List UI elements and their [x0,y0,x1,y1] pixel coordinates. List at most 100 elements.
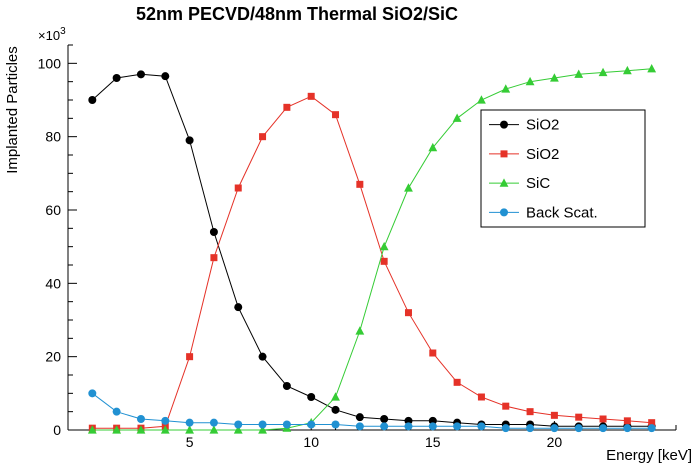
data-point-marker [574,424,583,433]
data-point-marker [452,113,462,122]
y-tick-label: 40 [45,275,61,291]
data-point-marker [87,425,97,434]
data-point-marker [501,84,511,93]
data-point-marker [428,142,438,152]
data-point-marker [379,241,389,251]
legend-entry: Back Scat. [489,204,598,221]
data-point-marker [185,136,194,145]
data-point-marker [136,425,146,434]
x-tick-label: 20 [547,434,563,450]
legend-label: SiC [526,175,550,192]
data-point-marker [599,415,607,423]
data-point-marker [258,420,267,429]
data-point-marker [500,208,508,217]
x-axis-label: Energy [keV] [606,447,692,464]
data-point-marker [380,415,389,423]
data-point-marker [598,67,608,77]
data-point-marker [185,425,194,434]
data-point-marker [136,70,145,79]
data-point-marker [501,424,510,433]
data-point-marker [429,349,437,357]
data-point-marker [404,183,413,192]
legend-label: SiO2 [526,117,559,134]
data-point-marker [380,257,388,265]
legend-entry: SiO2 [489,117,559,134]
data-point-marker [453,378,461,386]
y-axis-label: Implanted Particles [4,46,21,174]
data-point-marker [404,309,412,317]
data-point-marker [161,416,170,425]
data-point-marker [453,422,462,431]
data-point-marker [550,411,558,419]
data-point-marker [209,228,218,236]
data-point-marker [258,425,267,434]
data-point-marker [404,416,413,425]
data-point-marker [500,120,508,129]
data-point-marker [331,405,340,414]
legend-box [480,109,646,228]
series-line [91,392,652,429]
data-point-marker [404,422,413,431]
data-point-marker [307,92,315,100]
data-point-marker [525,76,535,86]
data-point-marker [186,353,194,361]
y-tick-label: 80 [45,129,61,145]
data-point-marker [185,418,194,427]
data-point-marker [355,422,364,431]
data-point-marker [258,352,267,361]
data-point-marker [574,69,584,78]
data-point-marker [526,424,535,433]
data-point-marker [331,420,340,429]
data-point-marker [599,424,608,433]
data-point-marker [550,73,559,82]
y-tick-label: 60 [45,202,61,218]
y-tick-label: 0 [53,422,61,438]
chart-title: 52nm PECVD/48nm Thermal SiO2/SiC [136,4,458,24]
data-point-marker [282,420,291,429]
data-point-marker [160,425,170,434]
data-point-marker [88,96,97,104]
data-point-marker [88,389,97,398]
data-point-marker [234,303,243,312]
series-line [92,68,652,431]
data-point-marker [477,95,486,104]
data-point-marker [355,413,364,422]
data-point-marker [210,254,218,262]
data-point-marker [550,424,559,433]
series-line [91,73,652,427]
data-point-marker [136,415,145,423]
data-point-marker [356,180,364,188]
data-point-marker [233,425,243,434]
y-axis-multiplier: ×103 [38,26,66,43]
data-point-marker [428,422,437,431]
data-point-marker [526,408,534,416]
data-point-marker [647,424,656,433]
y-tick-label: 100 [38,55,62,71]
data-point-marker [502,402,510,410]
legend-entry: SiO2 [489,146,559,163]
data-point-marker [331,392,340,401]
data-point-marker [648,419,656,427]
legend-label: Back Scat. [526,204,598,221]
series-line [92,95,652,429]
data-point-marker [209,418,218,427]
data-point-marker [380,422,389,431]
data-point-marker [112,425,122,434]
legend-entry: SiC [489,175,550,192]
data-point-marker [209,425,219,434]
data-point-marker [499,178,509,187]
y-tick-label: 20 [45,349,61,365]
data-point-marker [283,103,291,111]
data-point-marker [622,65,632,75]
series-back-scat--3 [88,389,656,433]
data-point-marker [575,413,583,421]
legend: SiO2 SiO2 SiC Back Scat. [480,109,646,228]
x-tick-label: 15 [425,434,441,450]
data-point-marker [647,64,657,73]
data-point-marker [477,422,486,431]
x-tick-label: 5 [186,434,194,450]
legend-label: SiO2 [526,146,559,163]
data-point-marker [623,424,632,433]
